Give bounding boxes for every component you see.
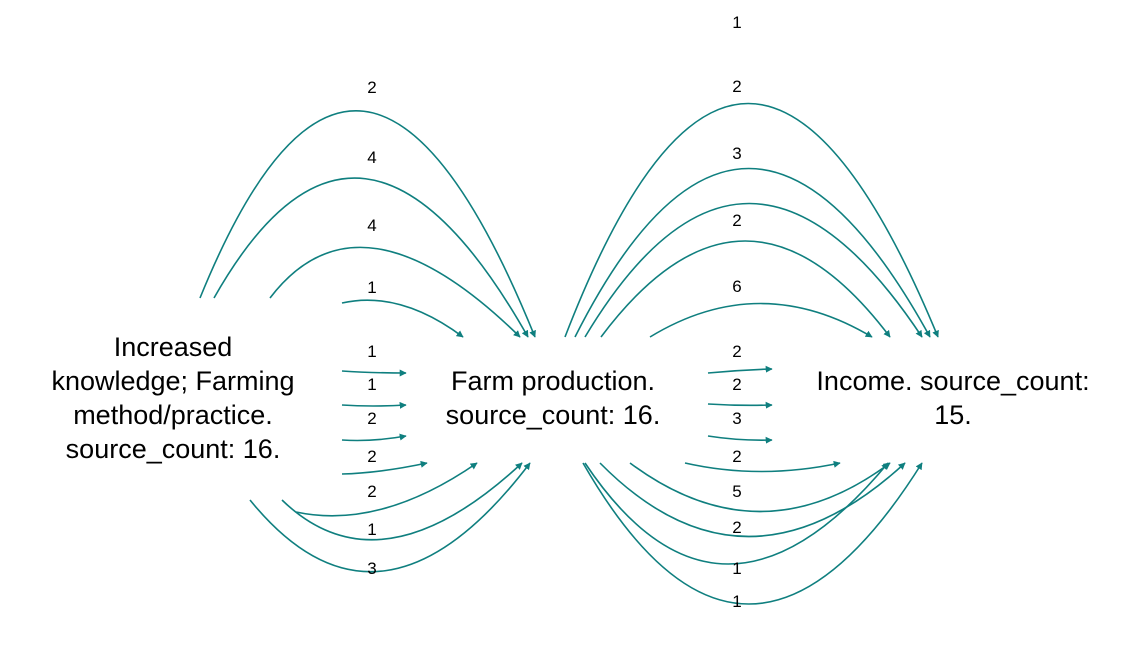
edge-count-label: 4 — [367, 148, 376, 167]
edge-count-label: 3 — [732, 144, 741, 163]
edge-count-label: 1 — [367, 278, 376, 297]
edge-count-label: 3 — [732, 409, 741, 428]
edge-knowledge-to-production: 2 — [199, 78, 536, 338]
edge-arrow — [629, 462, 891, 513]
edge-count-label: 4 — [367, 216, 376, 235]
edge-production-to-income: 3 — [707, 409, 773, 444]
edge-count-label: 2 — [732, 342, 741, 361]
node-label-line: knowledge; Farming — [51, 366, 294, 396]
edge-arrow — [584, 202, 923, 338]
edge-count-label: 2 — [732, 518, 741, 537]
edge-production-to-income: 3 — [584, 144, 923, 338]
edge-count-label: 2 — [367, 78, 376, 97]
edge-count-label: 2 — [732, 447, 741, 466]
edge-arrow — [341, 369, 407, 377]
edge-knowledge-to-production: 1 — [341, 342, 407, 377]
edge-arrow — [582, 462, 923, 605]
edge-count-label: 2 — [367, 482, 376, 501]
edge-production-to-income: 2 — [684, 447, 841, 473]
node-label-line: 15. — [934, 400, 972, 430]
edge-arrow — [199, 110, 536, 338]
edge-count-label: 2 — [732, 375, 741, 394]
edge-count-label: 2 — [367, 447, 376, 466]
edge-count-label: 1 — [732, 559, 741, 578]
edge-count-label: 1 — [732, 13, 741, 32]
edge-arrow — [564, 102, 939, 338]
edge-count-label: 3 — [367, 559, 376, 578]
edge-arrow — [649, 302, 873, 338]
edge-count-label: 1 — [367, 342, 376, 361]
edge-arrow — [341, 299, 464, 338]
edge-arrow — [707, 401, 773, 409]
edge-count-label: 1 — [367, 520, 376, 539]
edge-arrow — [295, 462, 478, 517]
edge-arrow — [341, 401, 407, 409]
edge-arrow — [584, 462, 889, 565]
edge-count-label: 2 — [732, 211, 741, 230]
edge-arrow — [249, 462, 531, 573]
edge-arrow — [707, 435, 773, 444]
edge-knowledge-to-production: 3 — [249, 462, 531, 578]
node-production: Farm production. source_count: 16. — [446, 366, 661, 430]
edge-arrow — [599, 462, 906, 538]
edge-production-to-income: 2 — [600, 211, 891, 338]
edge-arrow — [213, 177, 529, 338]
edge-production-to-income: 1 — [564, 13, 939, 338]
nodes-layer: Increased knowledge; Farming method/practi… — [51, 332, 1089, 464]
edge-production-to-income: 2 — [707, 375, 773, 409]
edge-knowledge-to-production: 2 — [341, 447, 428, 475]
node-label-line: source_count: 16. — [446, 400, 661, 430]
edge-arrow — [341, 433, 407, 442]
node-label-line: Farm production. — [451, 366, 655, 396]
edge-count-label: 2 — [732, 77, 741, 96]
edge-arrow — [281, 462, 523, 541]
edge-knowledge-to-production: 1 — [341, 278, 464, 338]
edge-production-to-income: 5 — [629, 462, 891, 513]
edge-knowledge-to-production: 2 — [341, 409, 407, 442]
node-label-line: Income. source_count: — [816, 366, 1089, 396]
edge-production-to-income: 1 — [582, 462, 923, 611]
edge-count-label: 5 — [732, 482, 741, 501]
edge-arrow — [684, 460, 841, 473]
edge-knowledge-to-production: 1 — [281, 462, 523, 541]
edge-arrow — [600, 240, 891, 338]
node-label-line: method/practice. — [73, 400, 273, 430]
edge-arrow — [707, 365, 773, 374]
edge-arrow — [269, 246, 521, 338]
edge-count-label: 2 — [367, 409, 376, 428]
edge-count-label: 1 — [367, 375, 376, 394]
edge-production-to-income: 2 — [707, 342, 773, 374]
edge-arrow — [341, 460, 428, 475]
node-income: Income. source_count: 15. — [816, 366, 1089, 430]
edge-count-label: 6 — [732, 277, 741, 296]
edge-count-label: 1 — [732, 592, 741, 611]
edge-knowledge-to-production: 1 — [341, 375, 407, 409]
edge-knowledge-to-production: 2 — [295, 462, 478, 517]
edge-production-to-income: 2 — [599, 462, 906, 538]
node-label-line: source_count: 16. — [66, 434, 281, 464]
node-label-line: Increased — [114, 332, 233, 362]
edge-arrow — [574, 167, 931, 338]
node-knowledge: Increased knowledge; Farming method/practi… — [51, 332, 294, 464]
edge-production-to-income: 2 — [574, 77, 931, 338]
edge-production-to-income: 1 — [584, 462, 889, 578]
edge-knowledge-to-production: 4 — [269, 216, 521, 338]
edges-layer: 2 4 4 1 1 1 2 2 2 1 3 1 2 3 2 6 2 2 3 2 5 2 1 1 — [199, 13, 939, 611]
edge-production-to-income: 6 — [649, 277, 873, 338]
edge-knowledge-to-production: 4 — [213, 148, 529, 338]
